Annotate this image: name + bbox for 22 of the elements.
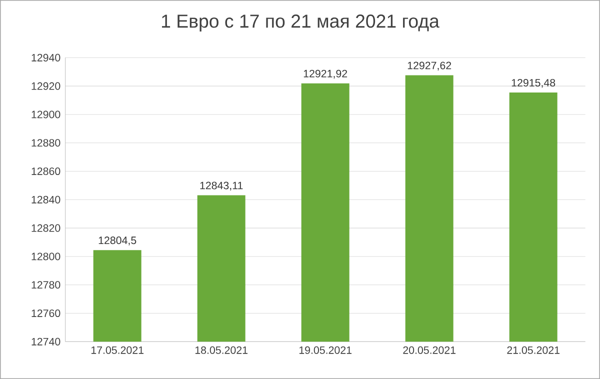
y-tick-label: 12900 xyxy=(32,110,60,118)
data-label: 12915,48 xyxy=(512,78,556,88)
data-label: 12804,5 xyxy=(98,236,136,246)
x-tick-label: 20.05.2021 xyxy=(403,346,456,354)
data-label: 12927,62 xyxy=(408,62,452,71)
y-tick-label: 12940 xyxy=(32,54,60,62)
y-tick-label: 12740 xyxy=(32,338,60,346)
data-label: 12843,11 xyxy=(200,182,243,191)
x-tick-label: 21.05.2021 xyxy=(507,346,560,354)
y-tick-label: 12800 xyxy=(32,252,60,260)
y-tick-label: 12920 xyxy=(32,82,60,90)
x-tick-label: 19.05.2021 xyxy=(299,346,352,354)
y-tick-label: 12840 xyxy=(32,196,60,204)
data-label: 12921,92 xyxy=(304,70,348,79)
y-tick-label: 12880 xyxy=(32,139,60,147)
chart-title: 1 Евро с 17 по 21 мая 2021 года xyxy=(162,14,440,32)
y-tick-label: 12760 xyxy=(32,309,60,318)
y-tick-label: 12820 xyxy=(32,224,60,232)
x-tick-label: 18.05.2021 xyxy=(195,346,248,354)
x-tick-label: 17.05.2021 xyxy=(91,346,144,354)
y-tick-label: 12860 xyxy=(32,167,60,176)
y-tick-label: 12780 xyxy=(32,281,60,289)
